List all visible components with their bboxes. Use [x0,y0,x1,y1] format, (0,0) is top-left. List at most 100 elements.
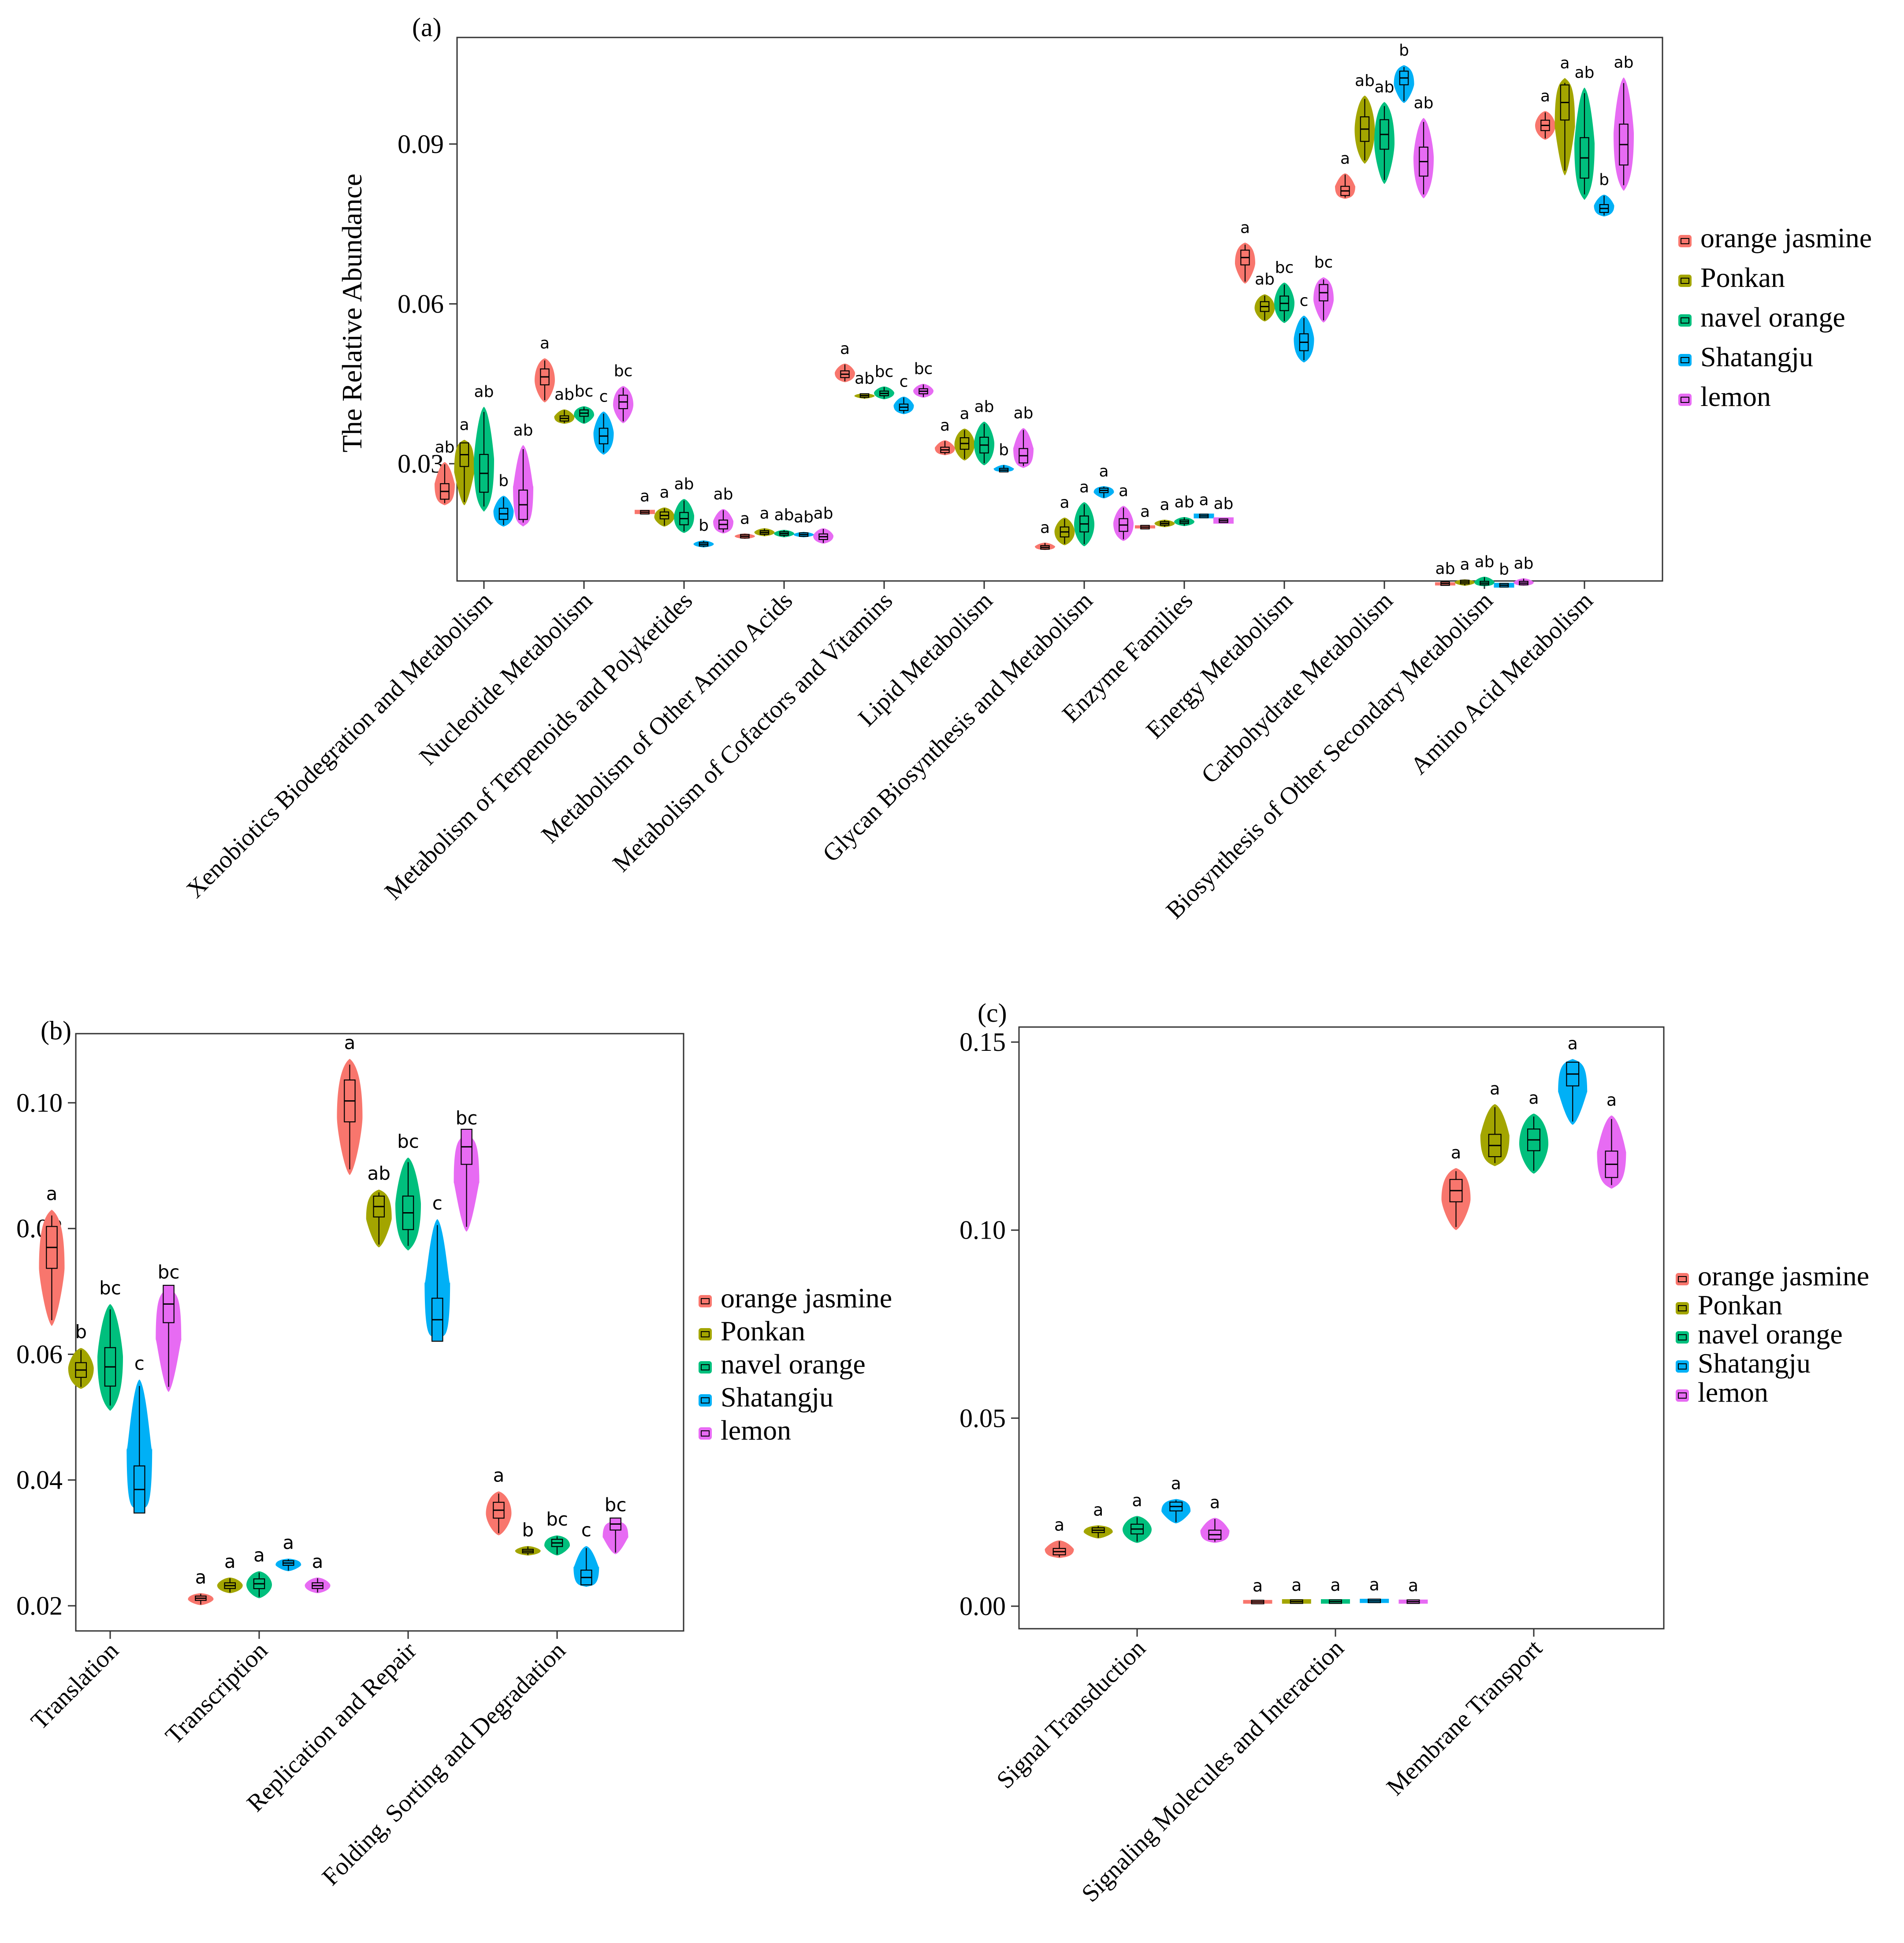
legend-swatch-lemon [699,1427,712,1440]
significance-label-b-folding-sorting-and-degradation-navel-orange: bc [546,1508,568,1530]
legend-label-lemon: lemon [1700,381,1771,412]
significance-label-a-lipid-metabolism-lemon: ab [1014,404,1034,422]
legend-label-navel-orange: navel orange [1698,1318,1843,1350]
legend-swatch-lemon [1676,1389,1689,1402]
significance-label-b-replication-and-repair-navel-orange: bc [397,1131,419,1152]
panel-b-y-tick-label: 0.02 [16,1591,63,1620]
legend-label-lemon: lemon [721,1414,791,1446]
legend-swatch-box-navel-orange [1681,317,1689,324]
significance-label-a-enzyme-families-ponkan: a [1160,496,1169,514]
legend-swatch-box-shatangju [701,1397,710,1403]
significance-label-a-xenobiotics-biodegration-and-metabolism-navel-orange: ab [474,383,494,401]
legend-label-orange-jasmine: orange jasmine [721,1282,892,1314]
significance-label-a-metabolism-of-terpenoids-and-polyketides-ponkan: a [659,484,669,502]
legend-swatch-lemon [1678,394,1692,406]
legend-key-navel-orange [699,1361,712,1374]
legend-label-shatangju: Shatangju [1700,341,1813,372]
legend-label-ponkan: Ponkan [1700,262,1785,293]
significance-label-a-glycan-biosynthesis-and-metabolism-shatangju: a [1099,462,1108,480]
panel-a: (a) The Relative Abundance 0.030.060.09X… [181,13,1872,924]
panel-c-category-label-signal-transduction: Signal Transduction [991,1634,1151,1794]
legend-swatch-ponkan [699,1328,712,1340]
significance-label-c-signaling-molecules-and-interaction-orange-jasmine: a [1253,1576,1263,1596]
significance-label-a-biosynthesis-of-other-secondary-metabolism-orange-jasmine: ab [1435,560,1455,578]
legend-key-lemon [699,1427,712,1440]
panel-b-plot-frame [75,1033,684,1632]
legend-label-shatangju: Shatangju [721,1381,833,1413]
significance-label-a-energy-metabolism-navel-orange: bc [1275,259,1294,277]
significance-label-a-energy-metabolism-ponkan: ab [1255,271,1275,289]
significance-label-b-folding-sorting-and-degradation-shatangju: c [581,1519,591,1541]
significance-label-a-nucleotide-metabolism-shatangju: c [599,388,608,406]
significance-label-a-metabolism-of-terpenoids-and-polyketides-lemon: ab [714,485,733,503]
legend-key-shatangju [699,1394,712,1407]
legend-swatch-shatangju [1676,1360,1689,1373]
panel-c-y-tick-label: 0.15 [959,1027,1006,1057]
significance-label-b-replication-and-repair-shatangju: c [432,1192,443,1214]
significance-label-a-carbohydrate-metabolism-ponkan: ab [1355,72,1375,90]
panel-c-y-tick-label: 0.05 [959,1403,1006,1433]
panel-b: (b) 0.020.040.060.080.10Translationabbcc… [16,1016,892,1891]
panel-c-plot-frame [1018,1026,1665,1630]
significance-label-a-nucleotide-metabolism-lemon: bc [614,362,633,380]
significance-label-a-xenobiotics-biodegration-and-metabolism-shatangju: b [498,472,509,490]
legend-key-ponkan [699,1328,712,1340]
panel-a-category-label-carbohydrate-metabolism: Carbohydrate Metabolism [1196,587,1398,789]
significance-label-b-folding-sorting-and-degradation-lemon: bc [605,1494,627,1515]
significance-label-a-metabolism-of-cofactors-and-vitamins-shatangju: c [900,373,908,391]
panel-c: (c) 0.00 0.05 0.10 0.15 Signal Transduction a… [959,998,1869,1907]
legend-key-ponkan [1676,1302,1689,1314]
significance-label-b-transcription-orange-jasmine: a [195,1566,207,1588]
significance-label-a-carbohydrate-metabolism-shatangju: b [1399,41,1409,60]
significance-label-b-transcription-lemon: a [312,1551,324,1572]
significance-label-a-lipid-metabolism-shatangju: b [999,441,1009,459]
significance-label-b-translation-lemon: bc [158,1262,180,1283]
panel-a-legend: orange jasmine Ponkan navel orange Shatangj… [1678,222,1872,412]
legend-swatch-navel-orange [1676,1331,1689,1344]
legend-key-orange-jasmine [1678,235,1692,247]
panel-a-y-tick-label: 0.09 [398,130,444,159]
significance-label-a-nucleotide-metabolism-navel-orange: bc [575,383,594,401]
significance-label-a-metabolism-of-terpenoids-and-polyketides-navel-orange: ab [674,475,694,493]
significance-label-b-folding-sorting-and-degradation-orange-jasmine: a [493,1464,505,1486]
significance-label-b-replication-and-repair-lemon: bc [456,1107,478,1129]
significance-label-a-enzyme-families-lemon: ab [1214,495,1234,513]
significance-label-c-membrane-transport-ponkan: a [1490,1079,1500,1098]
panel-c-y-tick-label: 0.10 [959,1216,1006,1245]
significance-label-a-glycan-biosynthesis-and-metabolism-orange-jasmine: a [1040,519,1050,537]
significance-label-a-enzyme-families-orange-jasmine: a [1140,503,1150,521]
panel-a-category-label-nucleotide-metabolism: Nucleotide Metabolism [414,587,598,770]
significance-label-b-translation-ponkan: b [75,1321,87,1343]
legend-swatch-ponkan [1676,1302,1689,1314]
legend-swatch-box-ponkan [1681,278,1689,284]
significance-label-a-enzyme-families-navel-orange: ab [1175,493,1194,511]
legend-swatch-ponkan [1678,275,1692,287]
legend-swatch-orange-jasmine [1676,1273,1689,1285]
legend-key-ponkan [1678,275,1692,287]
significance-label-a-metabolism-of-terpenoids-and-polyketides-orange-jasmine: a [640,488,650,506]
panel-b-category-label-replication-and-repair: Replication and Repair [242,1637,422,1817]
legend-swatch-orange-jasmine [699,1295,712,1307]
panel-b-category-label-folding-sorting-and-degradation: Folding, Sorting and Degradation [317,1637,571,1891]
legend-key-shatangju [1678,354,1692,366]
significance-label-a-energy-metabolism-orange-jasmine: a [1240,219,1250,237]
panel-a-label: (a) [412,13,442,42]
significance-label-a-metabolism-of-other-amino-acids-navel-orange: ab [774,506,794,524]
legend-swatch-box-lemon [1678,1392,1687,1399]
significance-label-a-metabolism-of-cofactors-and-vitamins-ponkan: ab [855,369,874,387]
significance-label-c-signal-transduction-shatangju: a [1171,1474,1181,1493]
significance-label-a-carbohydrate-metabolism-orange-jasmine: a [1340,149,1350,168]
legend-swatch-box-navel-orange [701,1364,710,1370]
legend-swatch-box-lemon [701,1430,710,1437]
significance-label-c-signaling-molecules-and-interaction-ponkan: a [1291,1575,1302,1595]
significance-label-b-folding-sorting-and-degradation-ponkan: b [522,1519,534,1541]
panel-c-label: (c) [978,998,1007,1027]
panel-c-category-label-membrane-transport: Membrane Transport [1381,1634,1547,1801]
legend-swatch-box-orange-jasmine [1681,238,1689,244]
legend-key-navel-orange [1676,1331,1689,1344]
significance-label-a-amino-acid-metabolism-lemon: ab [1614,54,1634,72]
significance-label-a-biosynthesis-of-other-secondary-metabolism-ponkan: a [1460,555,1469,573]
significance-label-a-metabolism-of-other-amino-acids-ponkan: a [759,504,769,522]
significance-label-a-nucleotide-metabolism-orange-jasmine: a [540,335,550,353]
